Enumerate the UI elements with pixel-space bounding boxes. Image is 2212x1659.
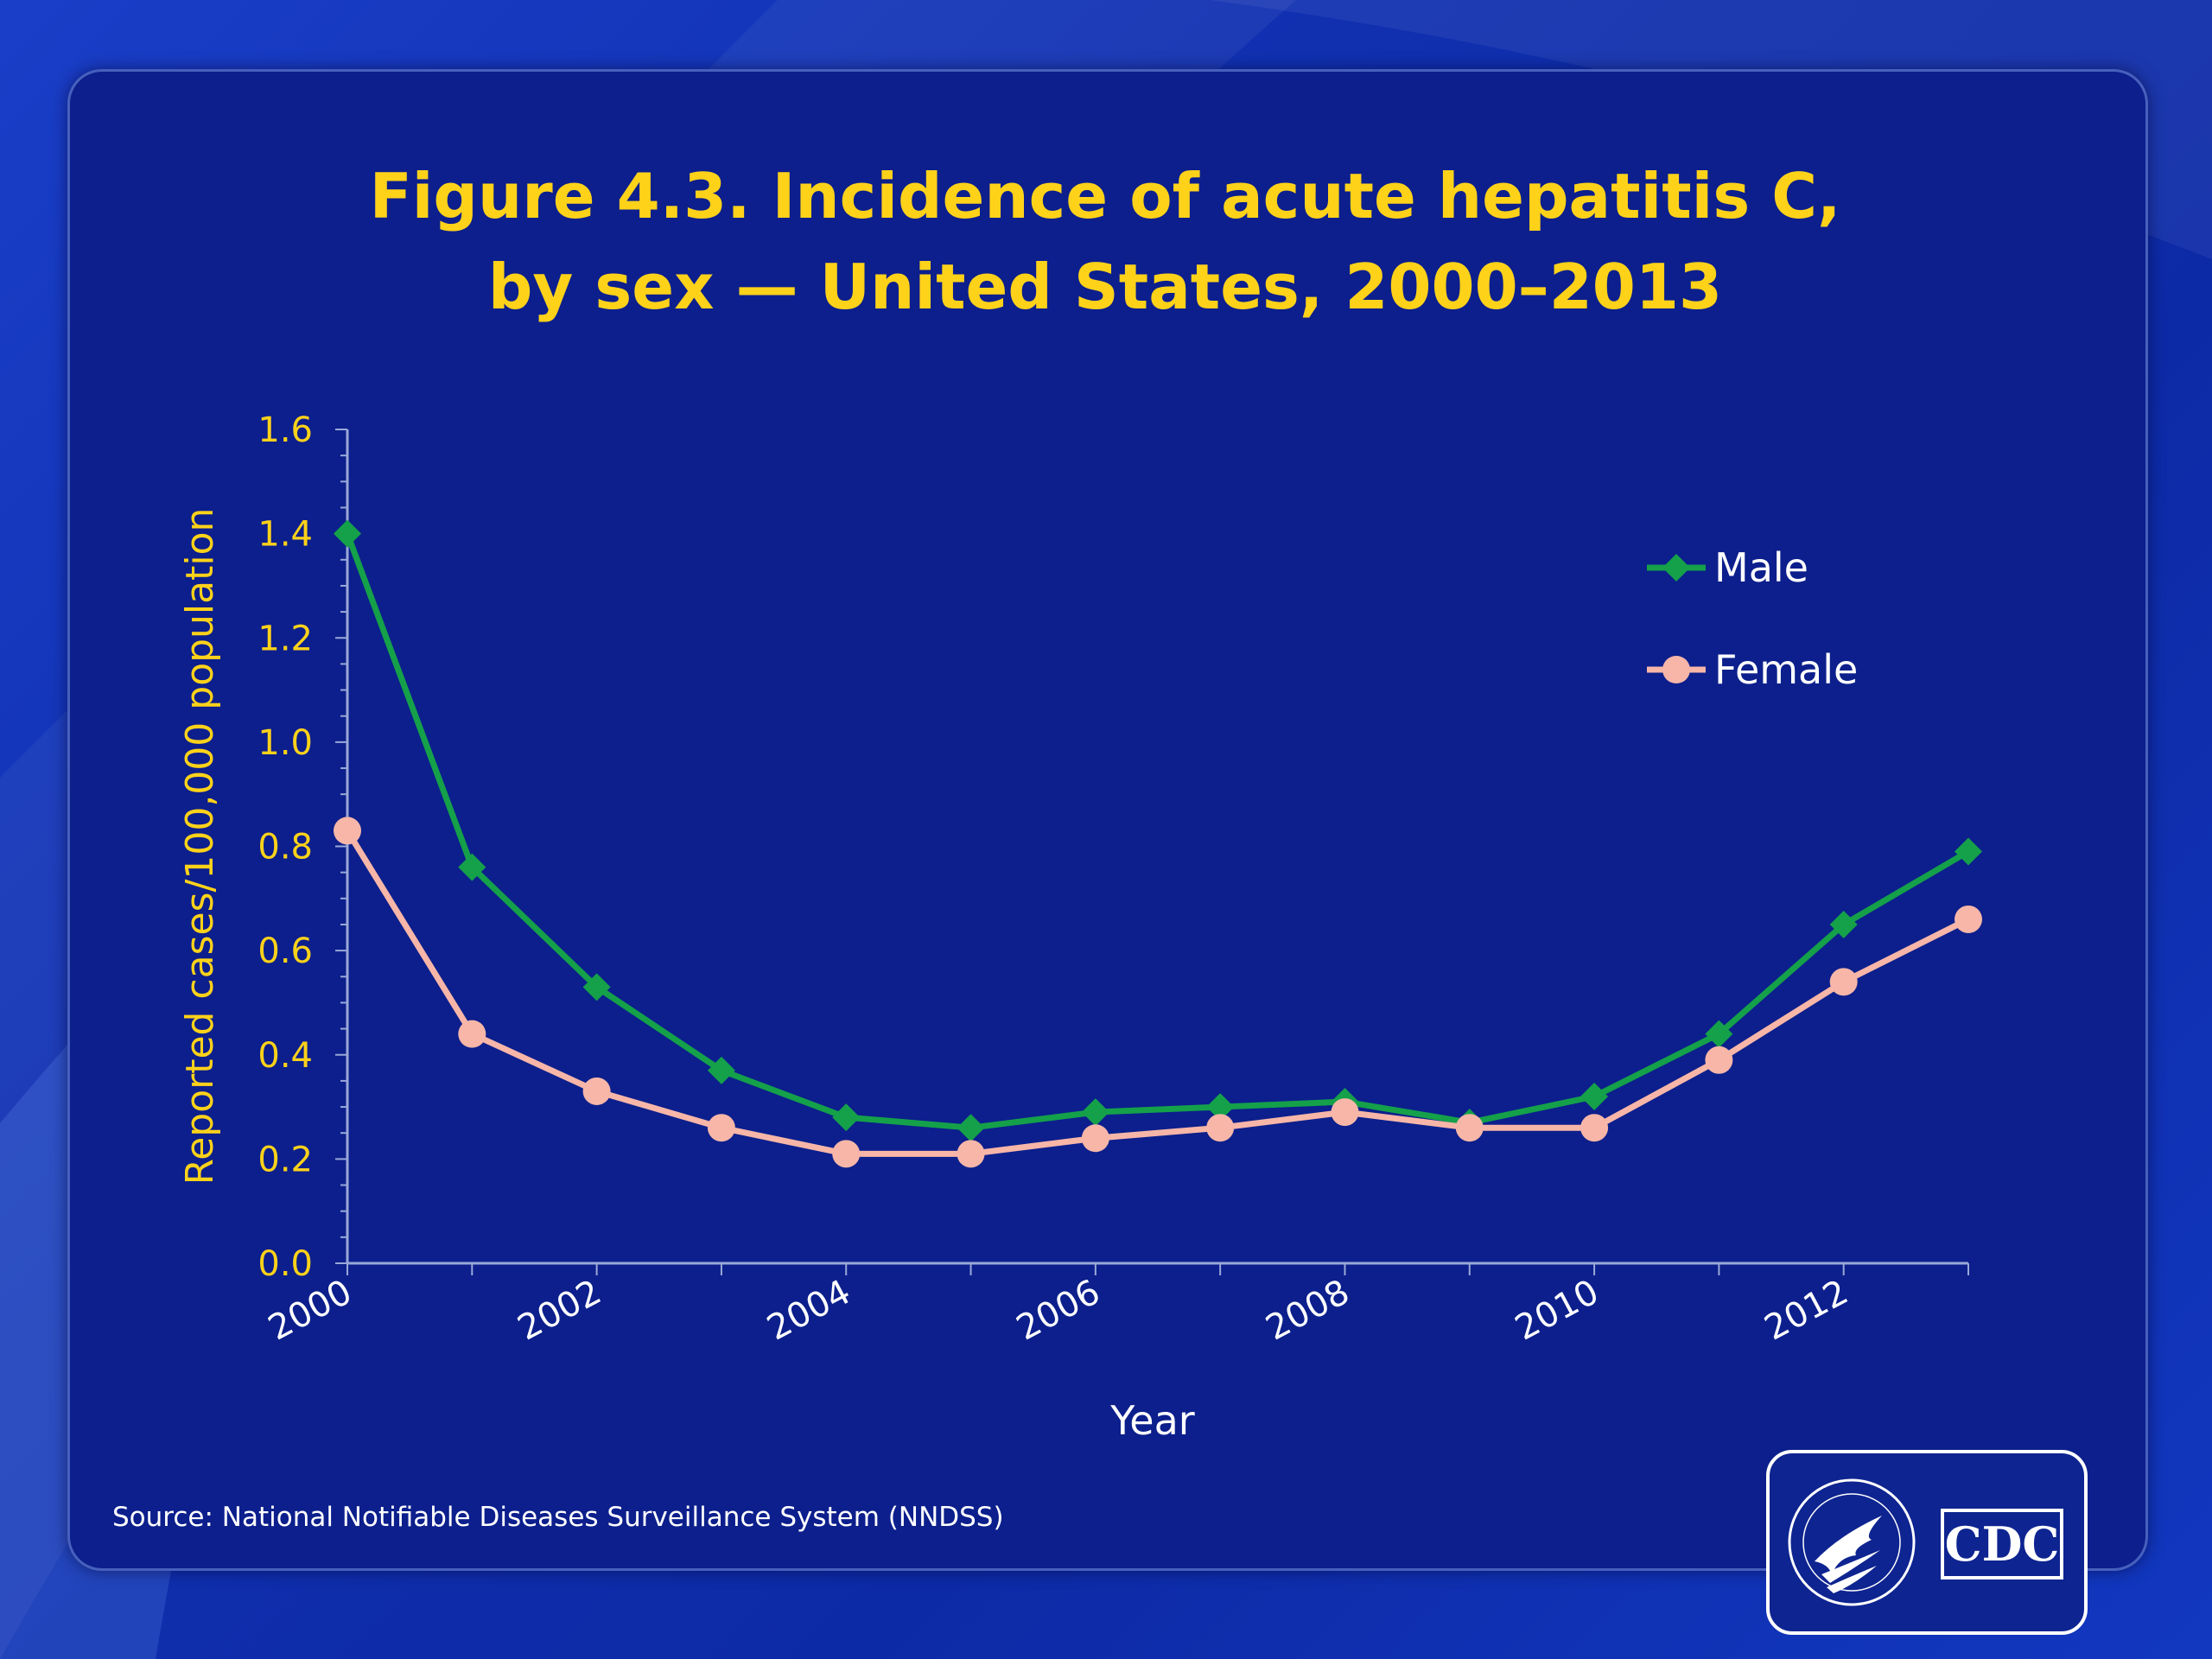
x-tick-label: 2010 (1509, 1272, 1605, 1348)
hhs-eagle-seal-icon: CDC (1788, 1478, 2063, 1606)
data-point-female (1331, 1098, 1359, 1127)
y-axis-title: Reported cases/100,000 population (178, 508, 222, 1185)
x-tick-label: 2006 (1010, 1272, 1106, 1348)
x-tick-label: 2002 (512, 1272, 607, 1348)
cdc-logo: CDC (1766, 1450, 2088, 1635)
x-axis-title: Year (1109, 1397, 1194, 1444)
data-point-female (582, 1077, 611, 1105)
title-line-1: Figure 4.3. Incidence of acute hepatitis… (369, 160, 1841, 232)
chart-title: Figure 4.3. Incidence of acute hepatitis… (67, 151, 2143, 333)
data-point-male (458, 853, 486, 881)
x-tick-label: 2008 (1260, 1272, 1356, 1348)
data-point-male (832, 1103, 861, 1132)
data-point-female (707, 1114, 735, 1142)
x-tick-label: 2004 (760, 1272, 856, 1348)
legend-label-male: Male (1714, 544, 1808, 591)
data-point-male (1829, 910, 1858, 938)
y-tick-label: 0.8 (257, 828, 313, 868)
y-tick-label: 1.6 (257, 410, 313, 450)
legend-marker-male (1662, 554, 1690, 582)
chart-panel (67, 69, 2148, 1571)
y-tick-label: 0.4 (257, 1036, 313, 1076)
data-point-male (1705, 1020, 1733, 1048)
data-point-female (1580, 1114, 1609, 1142)
series-line-male (344, 532, 1970, 1131)
data-point-female (334, 817, 361, 845)
x-tick-label: 2012 (1758, 1272, 1854, 1348)
data-point-female (1705, 1046, 1733, 1074)
y-tick-label: 0.2 (257, 1140, 313, 1179)
series-line-female (345, 829, 1970, 1157)
data-point-male (707, 1056, 735, 1084)
y-tick-label: 1.4 (257, 515, 313, 555)
source-note: Source: National Notifiable Diseases Sur… (112, 1502, 1004, 1533)
y-tick-label: 0.0 (257, 1244, 313, 1284)
data-point-female (1829, 968, 1858, 996)
y-tick-label: 0.6 (257, 931, 313, 971)
y-tick-label: 1.0 (257, 723, 313, 763)
data-point-male (1955, 837, 1982, 866)
data-point-male (957, 1114, 985, 1142)
data-point-female (1455, 1114, 1484, 1142)
legend-label-female: Female (1714, 646, 1858, 693)
data-point-male (1081, 1098, 1109, 1127)
data-point-male (582, 973, 611, 1001)
data-point-female (1955, 905, 1982, 933)
legend-marker-female (1662, 656, 1690, 683)
title-line-2: by sex — United States, 2000–2013 (487, 251, 1723, 323)
data-point-female (458, 1020, 486, 1048)
data-point-female (957, 1140, 985, 1168)
data-point-male (1206, 1093, 1235, 1122)
data-point-male (334, 519, 361, 548)
data-point-female (1081, 1124, 1109, 1153)
y-tick-label: 1.2 (257, 619, 313, 658)
cdc-logo-text: CDC (1945, 1516, 2060, 1572)
data-point-female (1206, 1114, 1235, 1142)
data-point-female (832, 1140, 861, 1168)
data-point-male (1580, 1083, 1609, 1110)
